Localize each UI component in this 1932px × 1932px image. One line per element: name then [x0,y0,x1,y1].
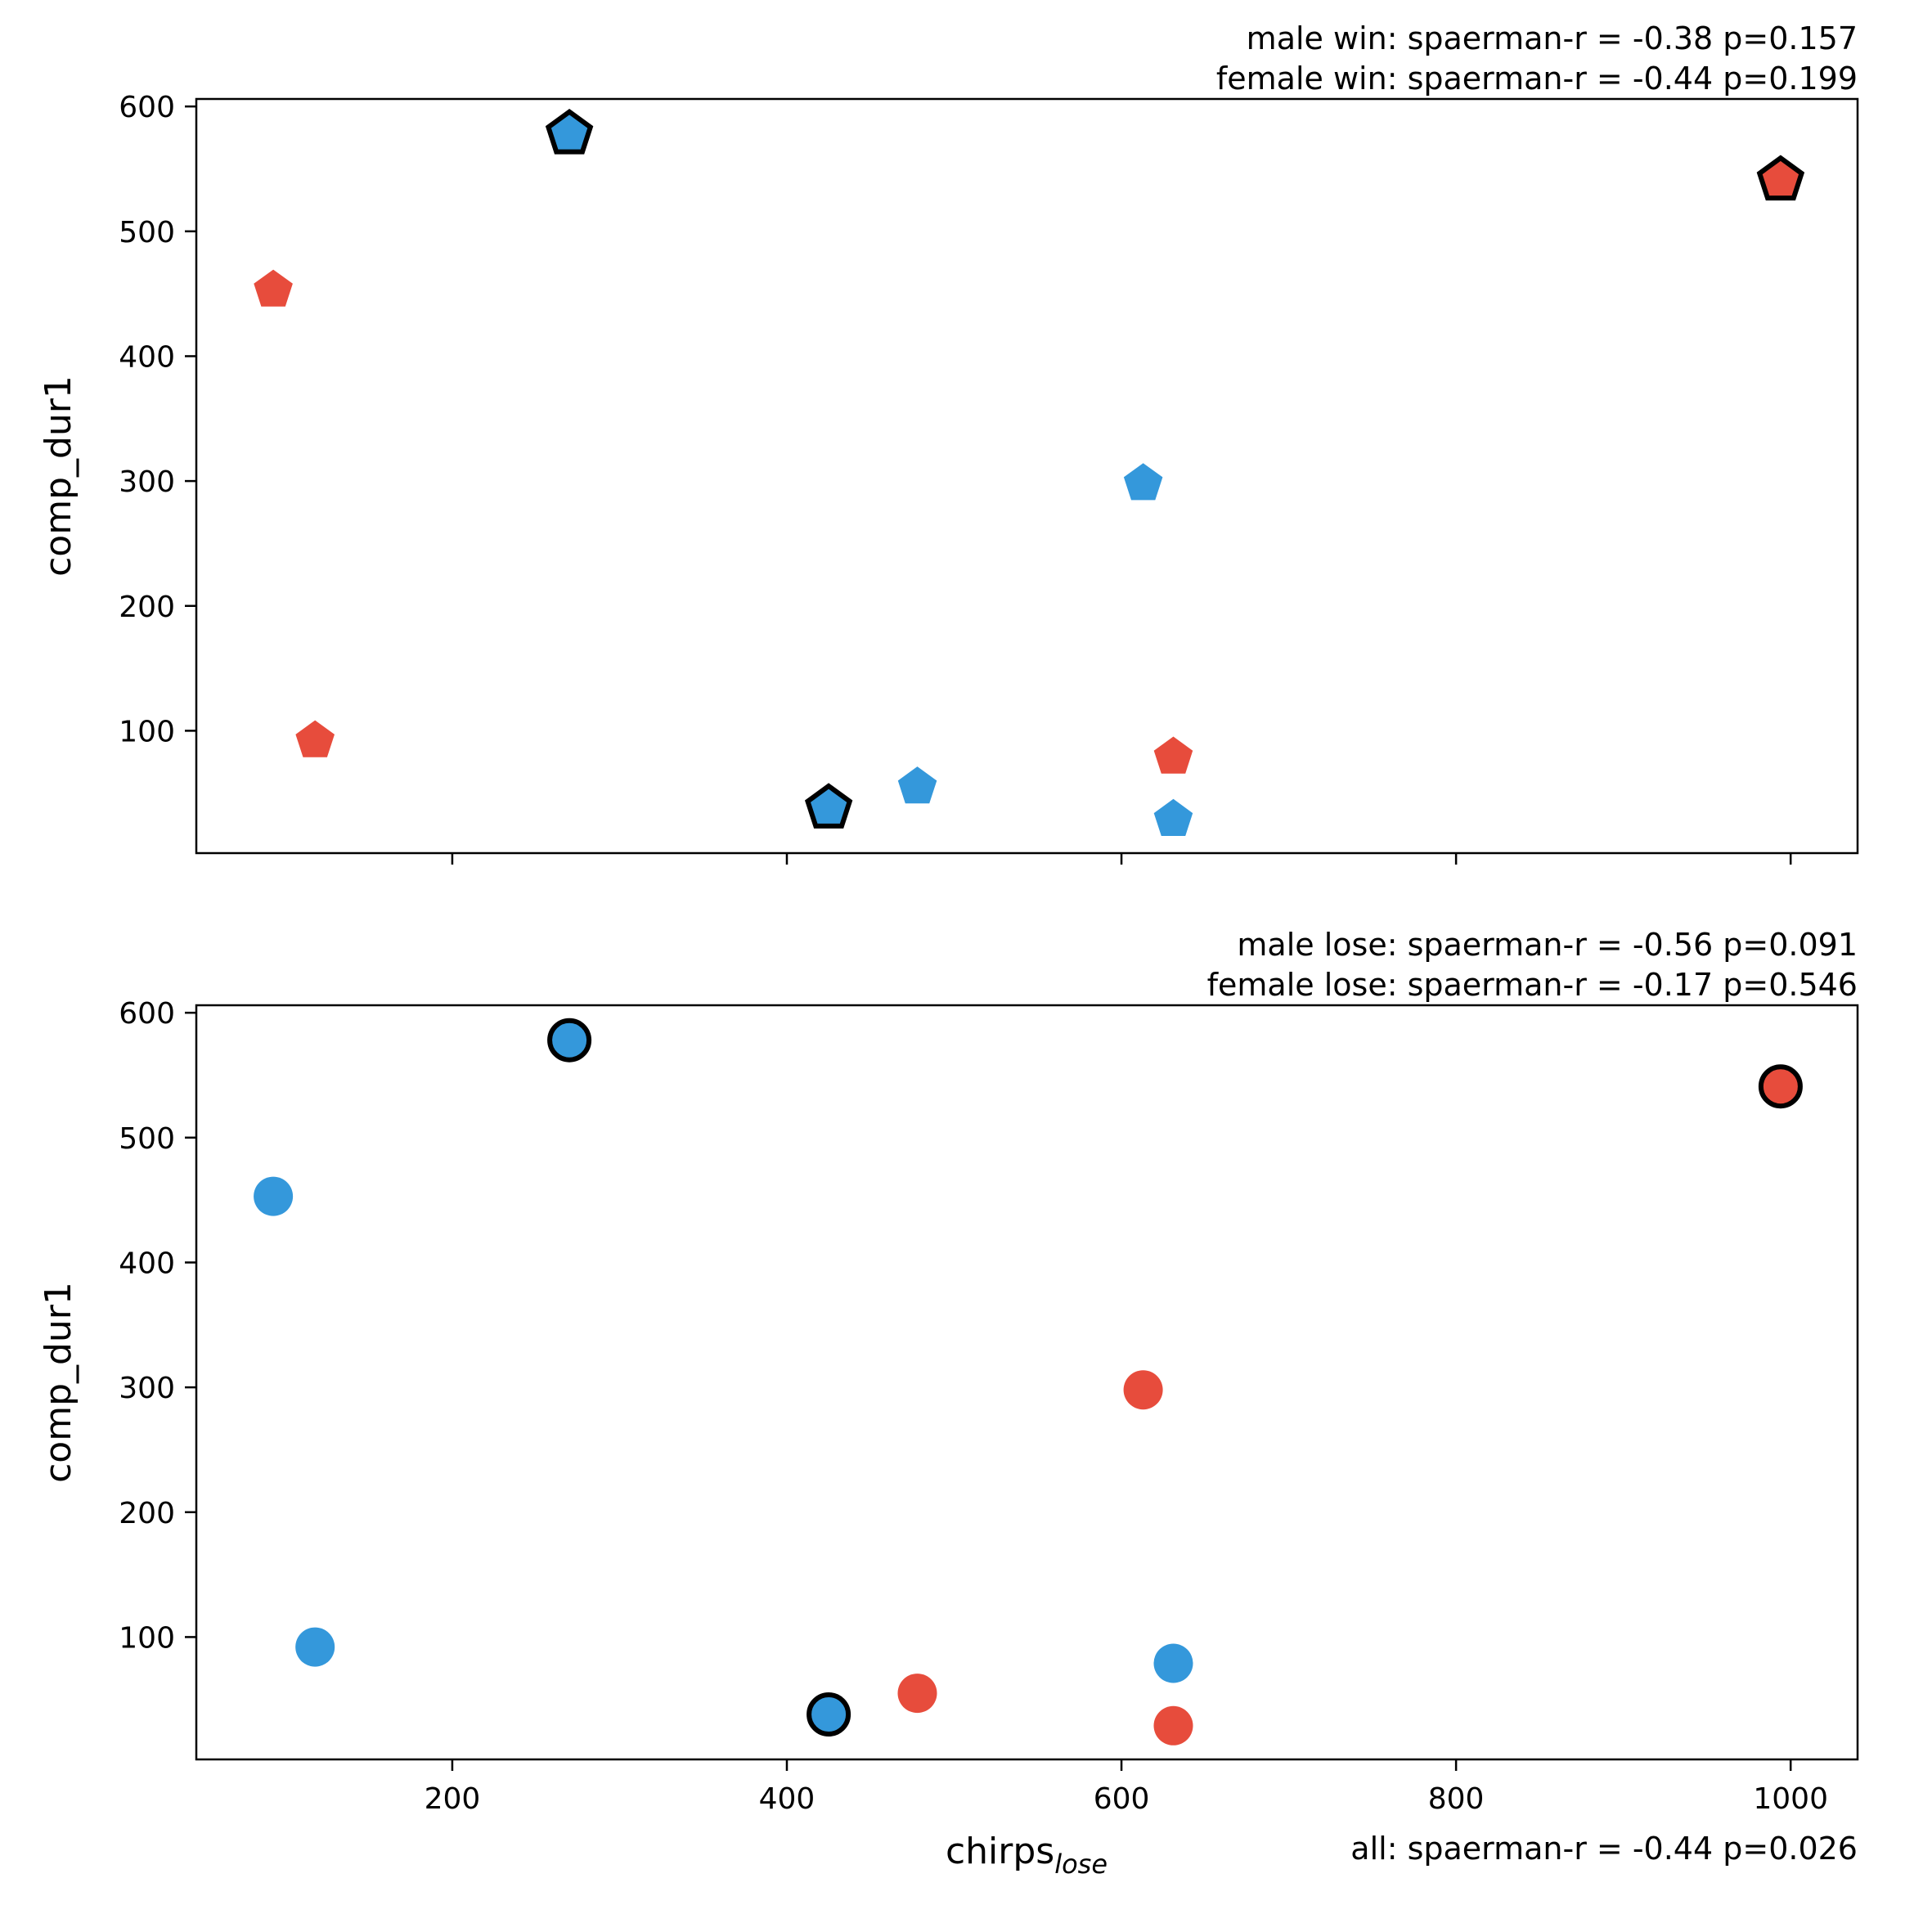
y-axis-label: comp_dur1 [38,375,79,577]
panels: 100 200 300 400 500 600 comp_dur1 male win: spa… [38,20,1859,1880]
data-point [547,1018,592,1063]
y-tick-label: 500 [119,1122,175,1156]
overall-stats-annotation: all: spaerman-r = -0.44 p=0.026 [1350,1831,1858,1867]
stats-annotation: female lose: spaerman-r = -0.17 p=0.546 [1207,967,1858,1003]
y-tick-label: 100 [119,715,175,748]
y-tick-label: 300 [119,465,175,499]
data-point [254,269,293,307]
y-tick-label: 500 [119,216,175,249]
y-tick-label: 200 [119,591,175,624]
stats-annotation: male lose: spaerman-r = -0.56 p=0.091 [1237,927,1858,963]
data-point [1153,798,1193,836]
data-point [1153,1643,1193,1683]
y-tick-label: 100 [119,1621,175,1655]
data-point [1123,1370,1163,1410]
stats-annotations: male win: spaerman-r = -0.38 p=0.157 fema… [1216,20,1858,97]
x-tick-label: 600 [1094,1782,1150,1816]
x-tick-label: 1000 [1753,1782,1828,1816]
data-point [897,1674,937,1714]
data-point [545,108,594,155]
y-tick-label: 200 [119,1497,175,1530]
x-axis: 200 400 600 800 1000 [425,1759,1828,1816]
stats-annotation: male win: spaerman-r = -0.38 p=0.157 [1247,20,1858,56]
data-point [897,766,937,804]
y-axis: 100 200 300 400 500 600 [119,91,196,748]
y-axis-label: comp_dur1 [38,1282,79,1483]
stats-annotation: female win: spaerman-r = -0.44 p=0.199 [1216,61,1858,97]
data-point [1153,736,1193,774]
x-tick-label: 200 [425,1782,481,1816]
x-axis-label-subscript: lose [1054,1849,1108,1880]
data-point [804,783,853,829]
y-tick-label: 300 [119,1372,175,1405]
x-axis [451,853,1792,865]
plot-frame [195,97,1859,855]
plot-frame [195,1004,1859,1761]
y-axis: 100 200 300 400 500 600 [119,997,196,1655]
y-tick-label: 600 [119,997,175,1031]
chart-panel-2: 200 400 600 800 1000 100 200 300 400 500 600 comp_d… [38,927,1859,1880]
data-point [806,1692,851,1737]
data-point [254,1176,294,1216]
data-point [1758,1064,1803,1109]
data-point [295,720,335,757]
x-tick-label: 800 [1428,1782,1485,1816]
data-points [254,108,1805,836]
data-points [254,1018,1803,1746]
stats-annotations: male lose: spaerman-r = -0.56 p=0.091 fem… [1207,927,1858,1003]
data-point [295,1627,335,1667]
chart-panel-1: 100 200 300 400 500 600 comp_dur1 male win: spa… [38,20,1859,865]
y-tick-label: 600 [119,91,175,124]
y-tick-label: 400 [119,1247,175,1280]
data-point [1153,1705,1193,1746]
data-point [1123,463,1163,501]
x-axis-label-main: chirps [946,1831,1054,1872]
x-tick-label: 400 [759,1782,815,1816]
data-point [1756,155,1805,201]
y-tick-label: 400 [119,340,175,374]
x-axis-label: chirpslose [946,1831,1108,1880]
